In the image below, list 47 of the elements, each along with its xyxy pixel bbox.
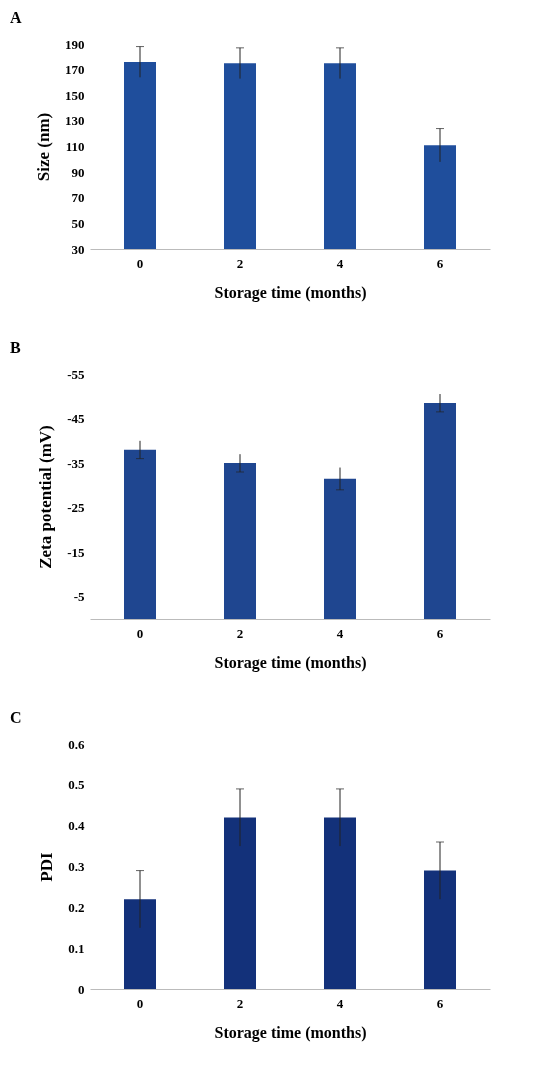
x-tick-label: 4: [336, 625, 344, 641]
x-tick-label: 4: [336, 995, 344, 1011]
y-tick-label: 90: [71, 164, 85, 180]
chart-title: A: [10, 9, 22, 26]
x-tick-label: 2: [236, 625, 244, 641]
x-axis-title: Storage time (months): [214, 653, 367, 672]
bar: [324, 817, 356, 989]
y-tick-label: 0.4: [68, 818, 85, 834]
y-tick-label: 130: [65, 113, 85, 129]
y-tick-label: -45: [67, 411, 85, 427]
y-axis-title: Zeta potential (mV): [36, 425, 56, 569]
x-tick-label: 0: [136, 995, 144, 1011]
y-axis-title: PDI: [37, 851, 57, 882]
y-tick-label: 0: [78, 981, 85, 997]
y-tick-label: 150: [65, 87, 85, 103]
y-tick-label: 170: [65, 62, 85, 78]
y-tick-label: 70: [71, 190, 85, 206]
y-tick-label: -15: [67, 544, 85, 560]
x-tick-label: 2: [236, 995, 244, 1011]
y-tick-label: 50: [71, 215, 85, 231]
y-tick-label: 0.2: [68, 899, 85, 915]
y-tick-label: -25: [67, 500, 85, 516]
y-tick-label: 0.6: [68, 736, 85, 752]
bar: [224, 817, 256, 989]
x-tick-label: 4: [336, 255, 344, 271]
y-tick-label: 0.5: [68, 777, 85, 793]
y-axis-title: Size (nm): [34, 112, 53, 182]
y-tick-label: 0.1: [68, 940, 85, 956]
y-tick-label: 110: [65, 139, 85, 154]
x-axis-title: Storage time (months): [214, 1023, 367, 1042]
y-tick-label: 0.3: [68, 859, 85, 874]
bar: [124, 899, 156, 989]
y-tick-label: -35: [67, 455, 85, 471]
x-tick-label: 6: [436, 995, 444, 1011]
x-tick-label: 2: [236, 255, 244, 271]
x-tick-label: 6: [436, 255, 444, 271]
y-tick-label: 30: [71, 241, 85, 257]
x-tick-label: 6: [436, 625, 444, 641]
x-tick-label: 0: [136, 625, 144, 641]
chart-title: B: [10, 339, 21, 356]
y-tick-label: -5: [73, 589, 85, 605]
y-tick-label: 190: [65, 36, 85, 52]
chart-title: C: [10, 709, 22, 726]
bar: [424, 870, 456, 989]
x-tick-label: 0: [136, 255, 144, 271]
x-axis-title: Storage time (months): [214, 283, 367, 302]
y-tick-label: -55: [67, 366, 85, 382]
